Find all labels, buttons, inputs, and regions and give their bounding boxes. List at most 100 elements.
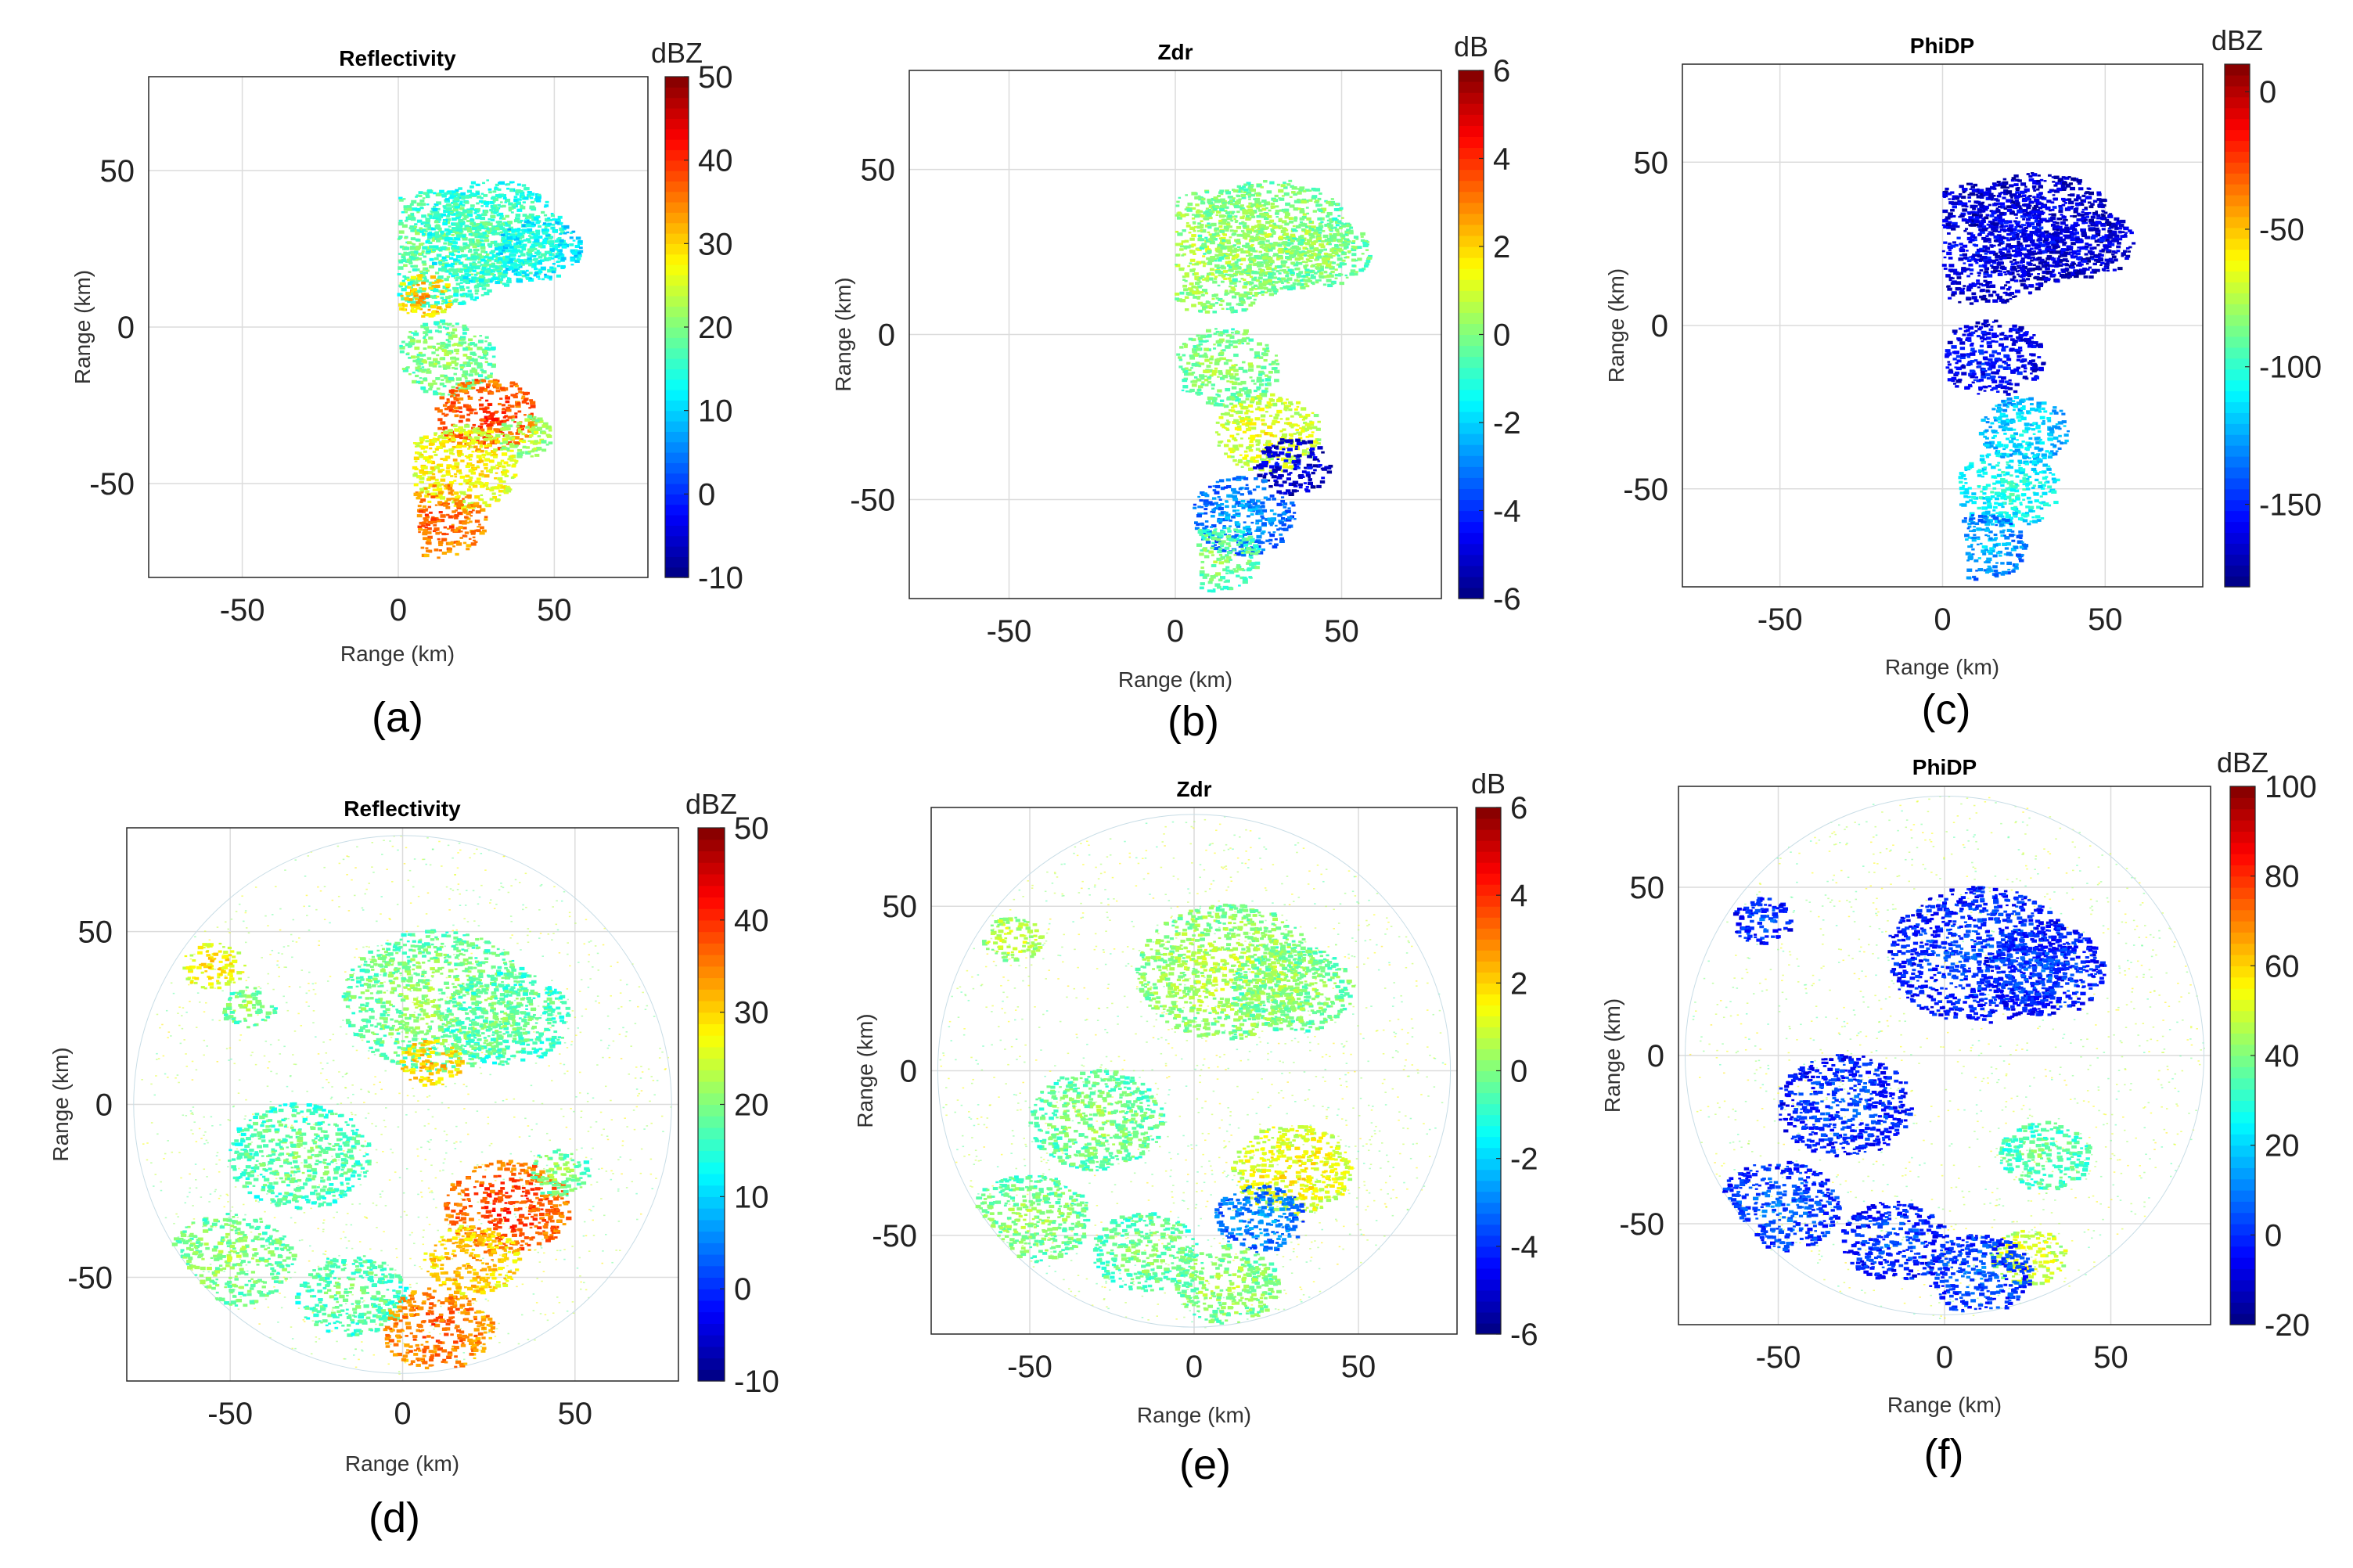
echo-cell <box>1182 385 1189 389</box>
echo-cell <box>1179 346 1184 349</box>
echo-cell <box>464 376 468 379</box>
echo-cell <box>440 458 444 460</box>
echo-cell <box>438 262 444 266</box>
echo-cell <box>1256 279 1260 282</box>
echo-cell <box>423 456 429 460</box>
echo-cell <box>543 256 547 258</box>
echo-cell <box>429 386 434 389</box>
echo-cell <box>1287 239 1292 242</box>
echo-cell <box>577 239 583 243</box>
echo-cell <box>551 270 556 274</box>
echo-cell <box>1225 419 1229 422</box>
echo-cell <box>455 444 462 449</box>
echo-cell <box>520 397 524 400</box>
echo-cell <box>1308 199 1313 202</box>
echo-cell <box>488 227 493 231</box>
echo-cell <box>1211 294 1217 297</box>
echo-cell <box>1286 447 1289 449</box>
echo-cell <box>1260 228 1265 231</box>
echo-cell <box>1285 275 1290 278</box>
echo-cell <box>1286 252 1290 255</box>
echo-cell <box>446 361 452 365</box>
echo-cell <box>510 455 515 458</box>
echo-cell <box>457 387 461 390</box>
echo-cell <box>431 239 435 242</box>
echo-cell <box>422 287 427 291</box>
echo-cell <box>536 250 540 252</box>
echo-cell <box>502 387 509 391</box>
echo-cell <box>1225 369 1231 373</box>
echo-cell <box>1351 241 1355 244</box>
echo-cell <box>491 225 498 229</box>
echo-cell <box>1271 280 1275 284</box>
echo-cell <box>402 275 407 278</box>
echo-cell <box>535 229 541 233</box>
echo-cell <box>1278 247 1283 251</box>
echo-cell <box>1253 237 1259 241</box>
echo-cell <box>1258 273 1264 277</box>
echo-cell <box>1238 200 1241 203</box>
echo-cell <box>1254 294 1258 297</box>
echo-cell <box>557 257 562 260</box>
echo-cell <box>1267 233 1272 236</box>
echo-cell <box>1196 291 1201 294</box>
echo-cell <box>1311 225 1316 229</box>
echo-cell <box>1228 448 1234 451</box>
x-axis-label: Range (km) <box>340 642 455 666</box>
echo-cell <box>1210 402 1214 405</box>
echo-cell <box>419 490 425 493</box>
echo-cell <box>509 442 514 446</box>
echo-cell <box>1324 224 1329 227</box>
echo-cell <box>445 533 449 535</box>
echo-cell <box>422 275 426 279</box>
echo-cell <box>494 243 500 246</box>
echo-cell <box>1311 250 1315 253</box>
echo-cell <box>478 399 482 401</box>
echo-cell <box>1253 229 1258 233</box>
echo-cell <box>1242 244 1247 248</box>
echo-cell <box>466 382 471 385</box>
echo-cell <box>1239 388 1245 392</box>
echo-cell <box>1274 281 1278 284</box>
echo-cell <box>545 233 550 237</box>
echo-cell <box>521 263 525 266</box>
echo-cell <box>445 379 452 383</box>
echo-cell <box>1237 382 1243 386</box>
echo-cell <box>409 339 416 343</box>
echo-cell <box>1212 280 1218 284</box>
echo-cell <box>1251 277 1257 281</box>
echo-cell <box>405 253 411 256</box>
echo-cell <box>1220 299 1225 303</box>
echo-cell <box>499 448 504 451</box>
echo-cell <box>484 236 489 239</box>
echo-cell <box>1232 309 1238 314</box>
echo-cell <box>477 214 480 217</box>
echo-cell <box>410 254 415 256</box>
echo-cell <box>513 272 518 276</box>
echo-cell <box>543 214 548 217</box>
echo-cell <box>524 187 530 191</box>
echo-cell <box>466 257 471 260</box>
echo-cell <box>1224 293 1228 296</box>
echo-cell <box>484 358 488 360</box>
echo-cell <box>1221 239 1226 243</box>
echo-cell <box>550 267 557 272</box>
echo-cell <box>1221 426 1225 429</box>
echo-cell <box>480 192 484 195</box>
colorbar-segment <box>665 400 689 412</box>
echo-cell <box>470 185 474 189</box>
echo-cell <box>451 386 455 389</box>
echo-cell <box>419 230 424 233</box>
echo-cell <box>1191 383 1197 387</box>
echo-cell <box>486 487 490 489</box>
echo-cell <box>1229 269 1234 272</box>
echo-cell <box>1278 220 1283 222</box>
echo-cell <box>1231 212 1235 215</box>
echo-cell <box>1176 353 1181 356</box>
echo-cell <box>1276 264 1283 269</box>
echo-cell <box>428 363 434 367</box>
echo-cell <box>459 428 466 433</box>
echo-cell <box>474 529 478 532</box>
echo-cell <box>475 215 479 218</box>
echo-cell <box>482 221 488 226</box>
